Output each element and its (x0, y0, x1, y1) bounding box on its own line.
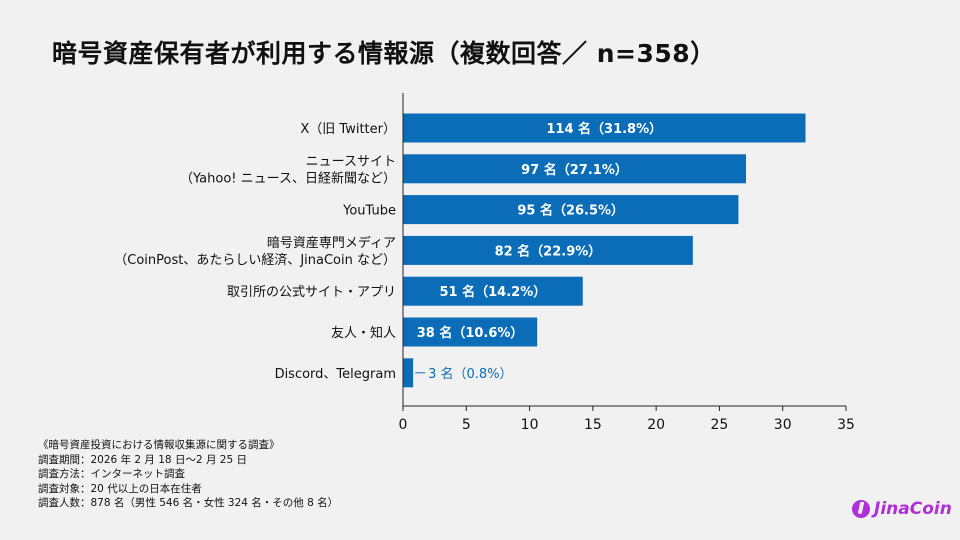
bar (403, 358, 414, 388)
category-label: ニュースサイト (306, 154, 396, 169)
note-line: 《暗号資産投資における情報収集源に関する調査》 (38, 439, 280, 451)
x-tick-label: 35 (837, 417, 855, 433)
category-label: 取引所の公式サイト・アプリ (227, 285, 396, 300)
bar (403, 195, 739, 225)
x-tick-label: 25 (711, 417, 729, 433)
x-tick-label: 20 (647, 417, 665, 433)
note-line: 調査期間：2026 年 2 月 18 日〜2 月 25 日 (38, 453, 248, 466)
data-label: 114 名（31.8%） (546, 121, 662, 137)
data-label: 38 名（10.6%） (417, 325, 524, 341)
x-tick-label: 30 (774, 417, 792, 433)
data-label: 97 名（27.1%） (521, 162, 628, 178)
category-label: X（旧 Twitter） (300, 122, 396, 137)
bar (403, 154, 747, 184)
logo-text: JinaCoin (874, 499, 952, 519)
note-line: 調査方法：インターネット調査 (38, 468, 185, 480)
bar (403, 113, 806, 143)
data-label: 82 名（22.9%） (495, 243, 602, 259)
jinacoin-logo: JinaCoin (852, 499, 952, 519)
survey-notes: 《暗号資産投資における情報収集源に関する調査》 調査期間：2026 年 2 月 … (38, 438, 338, 511)
data-label: 51 名（14.2%） (440, 284, 547, 300)
chart-title: 暗号資産保有者が利用する情報源（複数回答／ n=358） (52, 39, 716, 68)
x-tick-label: 15 (584, 417, 602, 433)
x-tick-label: 10 (521, 417, 539, 433)
x-tick-label: 0 (399, 417, 408, 433)
category-label: 暗号資産専門メディア (267, 235, 396, 251)
data-label: 3 名（0.8%） (428, 366, 512, 382)
logo-icon (852, 500, 870, 518)
data-label: 95 名（26.5%） (517, 203, 624, 219)
bar (403, 317, 538, 347)
bar (403, 276, 583, 306)
category-label: （Yahoo! ニュース、日経新聞など） (180, 170, 396, 186)
category-label: 友人・知人 (331, 325, 396, 341)
x-tick-label: 5 (462, 417, 471, 433)
note-line: 調査対象：20 代以上の日本在住者 (38, 482, 202, 495)
note-line: 調査人数：878 名（男性 546 名・女性 324 名・その他 8 名） (38, 497, 339, 509)
category-label: （CoinPost、あたらしい経済、JinaCoin など） (114, 252, 396, 268)
category-label: Discord、Telegram (275, 367, 396, 382)
category-label: YouTube (342, 204, 396, 219)
bar (403, 235, 693, 265)
